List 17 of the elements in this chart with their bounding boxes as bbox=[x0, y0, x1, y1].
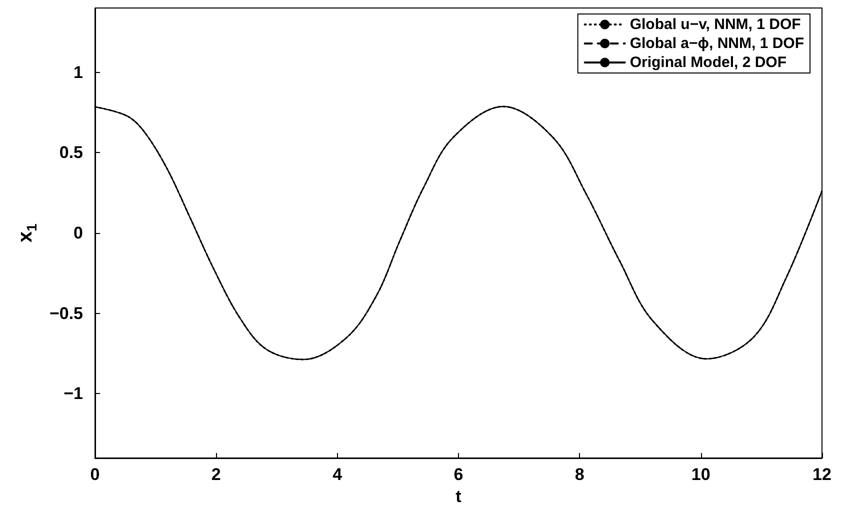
y-tick-label: 0 bbox=[74, 224, 83, 242]
y-tick-label: −0.5 bbox=[49, 304, 83, 323]
x-tick-label: 2 bbox=[211, 465, 221, 484]
legend-label: Original Model, 2 DOF bbox=[630, 54, 787, 71]
x-tick-label: 8 bbox=[574, 465, 584, 484]
legend-label: Global u−v, NNM, 1 DOF bbox=[630, 16, 801, 33]
x-tick-label: 6 bbox=[454, 465, 464, 484]
x-tick-label: 12 bbox=[812, 465, 832, 484]
y-tick-label: −1 bbox=[64, 384, 83, 404]
x-tick-label: 10 bbox=[691, 465, 710, 484]
y-tick-label: 0.5 bbox=[59, 143, 83, 162]
x-tick-label: 0 bbox=[90, 465, 100, 484]
x-tick-label: 4 bbox=[332, 465, 343, 484]
legend-label: Global a−ϕ, NNM, 1 DOF bbox=[630, 35, 804, 52]
y-axis-title: x1 bbox=[14, 223, 40, 242]
y-tick-label: 1 bbox=[74, 62, 83, 82]
x-axis-title: t bbox=[456, 486, 462, 506]
